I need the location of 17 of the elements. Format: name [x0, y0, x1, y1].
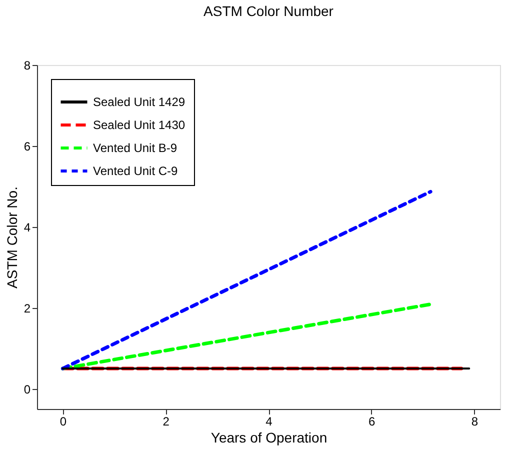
chart-title: ASTM Color Number [204, 3, 334, 19]
x-tick-label: 0 [60, 414, 67, 428]
legend-label: Vented Unit C-9 [93, 164, 178, 178]
y-tick-label: 6 [24, 139, 31, 154]
x-tick-label: 6 [368, 414, 376, 428]
x-tick-label: 2 [162, 414, 170, 428]
y-axis-title: ASTM Color No. [4, 186, 20, 288]
x-tick-label: 4 [266, 414, 273, 428]
x-axis-title: Years of Operation [210, 430, 328, 446]
legend-label: Vented Unit B-9 [93, 141, 178, 155]
y-tick-label: 4 [24, 220, 31, 234]
y-tick-label: 2 [24, 301, 31, 316]
y-tick-label: 0 [24, 382, 31, 396]
legend-label: Sealed Unit 1429 [93, 95, 186, 109]
legend-label: Sealed Unit 1430 [93, 118, 186, 132]
x-tick-label: 8 [471, 414, 478, 428]
y-tick-label: 8 [24, 58, 31, 72]
